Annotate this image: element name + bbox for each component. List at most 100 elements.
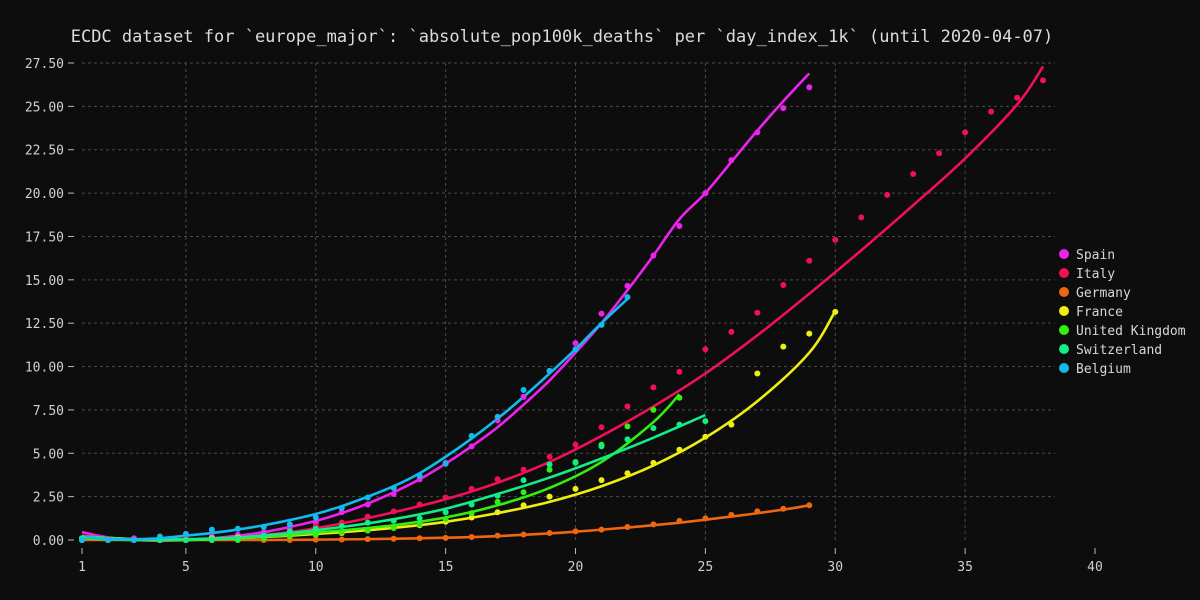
y-tick-label: 20.00	[25, 187, 64, 202]
data-point-switzerland	[182, 537, 189, 543]
data-point-italy	[1040, 77, 1047, 84]
x-tick-label: 20	[568, 560, 584, 575]
data-point-belgium	[416, 472, 423, 479]
x-tick-label: 40	[1087, 560, 1103, 575]
legend-marker	[1059, 249, 1069, 259]
data-point-belgium	[130, 537, 137, 543]
data-point-italy	[858, 214, 865, 221]
data-point-france	[650, 459, 657, 466]
y-tick-label: 7.50	[33, 404, 64, 419]
fit-line-belgium	[81, 297, 629, 541]
x-axis: 1 5 10 15 20 25 30 35 40	[78, 548, 1103, 575]
data-point-belgium	[468, 432, 475, 439]
data-point-italy	[546, 453, 553, 460]
fit-lines	[81, 65, 1045, 543]
data-point-italy	[1014, 94, 1021, 101]
data-point-germany	[364, 536, 371, 543]
data-point-germany	[468, 534, 475, 541]
data-point-france	[728, 421, 735, 428]
chart-title: ECDC dataset for `europe_major`: `absolu…	[71, 27, 1054, 47]
x-tick-label: 35	[957, 560, 973, 575]
data-point-switzerland	[572, 459, 579, 466]
legend-entry: Switzerland	[1076, 343, 1162, 358]
data-point-switzerland	[260, 532, 267, 539]
data-point-united-kingdom	[546, 466, 553, 473]
data-point-united-kingdom	[676, 394, 683, 401]
data-point-france	[520, 502, 527, 509]
data-point-switzerland	[676, 421, 683, 428]
data-point-switzerland	[598, 443, 605, 450]
y-tick-label: 27.50	[25, 57, 64, 72]
y-tick-label: 0.00	[33, 534, 64, 549]
data-point-belgium	[208, 526, 215, 533]
data-point-switzerland	[364, 519, 371, 526]
data-point-switzerland	[416, 515, 423, 522]
data-point-france	[806, 330, 813, 337]
y-axis: 0.00 2.50 5.00 7.50 10.00 12.50 15.00 17.50 20.0…	[25, 57, 74, 549]
x-tick-label: 5	[182, 560, 190, 575]
y-tick-label: 10.00	[25, 361, 64, 376]
data-point-united-kingdom	[286, 533, 293, 540]
data-point-spain	[780, 105, 787, 112]
legend: Spain Italy Germany France United Kingdom Swi…	[1059, 248, 1186, 377]
data-point-germany	[390, 535, 397, 542]
legend-entry: France	[1076, 305, 1123, 320]
data-point-spain	[390, 491, 397, 498]
data-point-italy	[676, 368, 683, 375]
data-point-belgium	[494, 413, 501, 420]
data-point-united-kingdom	[338, 529, 345, 536]
data-point-belgium	[156, 533, 163, 540]
data-point-belgium	[624, 294, 631, 301]
data-point-germany	[494, 532, 501, 539]
data-point-france	[598, 477, 605, 484]
data-point-belgium	[520, 386, 527, 393]
data-point-germany	[520, 531, 527, 538]
data-point-switzerland	[338, 523, 345, 530]
x-tick-label: 10	[308, 560, 324, 575]
data-point-italy	[962, 129, 969, 136]
data-point-switzerland	[390, 517, 397, 524]
legend-entry: Spain	[1076, 248, 1115, 263]
legend-marker	[1059, 306, 1069, 316]
data-point-belgium	[598, 321, 605, 328]
data-point-italy	[390, 508, 397, 515]
y-tick-label: 5.00	[33, 447, 64, 462]
data-point-italy	[364, 513, 371, 520]
x-tick-label: 1	[78, 560, 86, 575]
data-point-belgium	[79, 537, 85, 543]
data-point-italy	[728, 328, 735, 335]
data-point-france	[494, 509, 501, 516]
y-tick-label: 25.00	[25, 100, 64, 115]
data-point-germany	[312, 536, 319, 543]
data-point-italy	[910, 171, 917, 178]
data-point-spain	[624, 282, 631, 289]
data-point-italy	[832, 236, 839, 243]
data-point-belgium	[546, 367, 553, 374]
data-point-switzerland	[286, 528, 293, 535]
legend-entry: Italy	[1076, 267, 1115, 282]
data-point-italy	[494, 476, 501, 483]
data-point-switzerland	[494, 492, 501, 499]
data-point-spain	[572, 340, 579, 347]
data-point-switzerland	[234, 535, 241, 542]
y-tick-label: 12.50	[25, 317, 64, 332]
data-points	[79, 77, 1047, 543]
data-point-spain	[754, 129, 761, 136]
data-point-germany	[702, 515, 709, 522]
data-point-italy	[988, 108, 995, 115]
data-point-italy	[598, 424, 605, 431]
data-point-france	[676, 446, 683, 453]
data-point-belgium	[286, 521, 293, 528]
data-point-switzerland	[208, 536, 215, 543]
data-point-united-kingdom	[442, 516, 449, 523]
y-tick-label: 22.50	[25, 144, 64, 159]
data-point-france	[754, 370, 761, 377]
data-point-italy	[650, 384, 657, 391]
data-point-germany	[442, 534, 449, 541]
data-point-italy	[520, 466, 527, 473]
data-point-belgium	[572, 346, 579, 353]
y-tick-label: 17.50	[25, 230, 64, 245]
data-point-france	[624, 470, 631, 477]
data-point-spain	[520, 393, 527, 400]
